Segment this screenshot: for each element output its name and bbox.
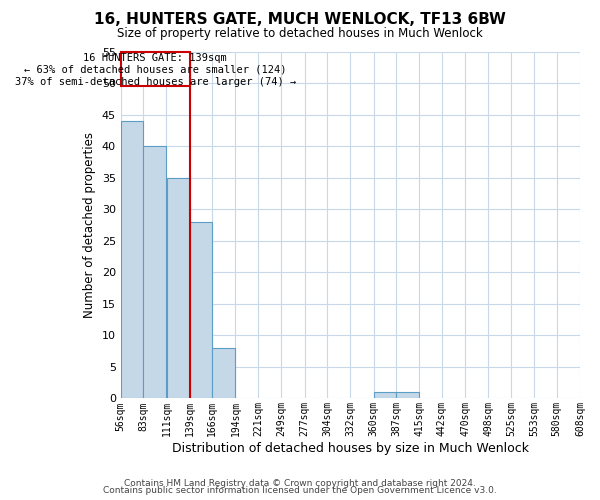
Text: Contains public sector information licensed under the Open Government Licence v3: Contains public sector information licen… <box>103 486 497 495</box>
Text: 16 HUNTERS GATE: 139sqm
← 63% of detached houses are smaller (124)
37% of semi-d: 16 HUNTERS GATE: 139sqm ← 63% of detache… <box>14 54 296 86</box>
Bar <box>121 121 143 398</box>
Bar <box>143 146 166 399</box>
Text: 16, HUNTERS GATE, MUCH WENLOCK, TF13 6BW: 16, HUNTERS GATE, MUCH WENLOCK, TF13 6BW <box>94 12 506 28</box>
Bar <box>190 222 212 398</box>
X-axis label: Distribution of detached houses by size in Much Wenlock: Distribution of detached houses by size … <box>172 442 529 455</box>
Text: Size of property relative to detached houses in Much Wenlock: Size of property relative to detached ho… <box>117 28 483 40</box>
Bar <box>167 178 190 398</box>
Bar <box>212 348 235 399</box>
Text: Contains HM Land Registry data © Crown copyright and database right 2024.: Contains HM Land Registry data © Crown c… <box>124 478 476 488</box>
Bar <box>374 392 396 398</box>
Bar <box>397 392 419 398</box>
FancyBboxPatch shape <box>121 52 190 86</box>
Y-axis label: Number of detached properties: Number of detached properties <box>83 132 96 318</box>
